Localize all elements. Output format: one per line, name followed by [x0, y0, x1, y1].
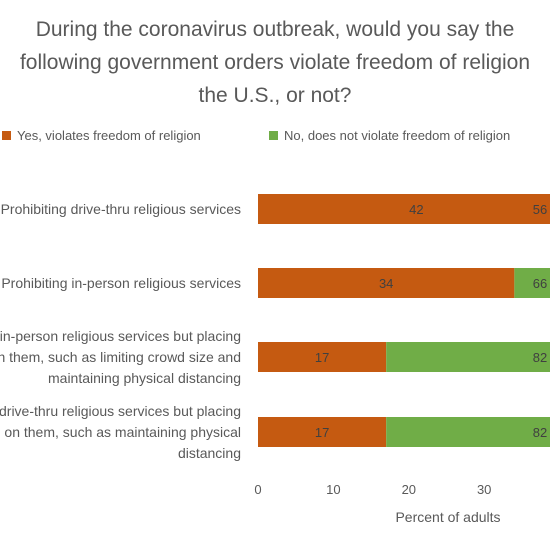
- bar-yes-4: [258, 417, 387, 447]
- x-tick-label-20: 20: [402, 482, 416, 497]
- category-label-3-line-3: maintaining physical distancing: [48, 370, 241, 386]
- bar-yes-2: [258, 268, 515, 298]
- x-axis-title: Percent of adults: [395, 509, 500, 525]
- data-label-no-2: 66: [533, 276, 547, 291]
- category-label-4-line-1: drive-thru religious services but placin…: [0, 403, 241, 419]
- data-label-no-1: 56: [533, 202, 547, 217]
- data-label-yes-2: 34: [379, 276, 393, 291]
- category-label-4-line-2: on them, such as maintaining physical: [4, 424, 241, 440]
- data-label-no-4: 82: [533, 425, 547, 440]
- chart-title-line-1: During the coronavirus outbreak, would y…: [35, 18, 515, 41]
- bar-no-4: [386, 417, 550, 447]
- chart-title-line-2: following government orders violate free…: [19, 51, 531, 74]
- bar-yes-1: [258, 194, 550, 224]
- data-label-yes-4: 17: [315, 425, 329, 440]
- bar-yes-3: [258, 342, 387, 372]
- x-tick-label-30: 30: [477, 482, 491, 497]
- x-tick-label-0: 0: [254, 482, 261, 497]
- category-label-3-line-2: on them, such as limiting crowd size and: [0, 349, 241, 365]
- category-label-1-line-1: Prohibiting drive-thru religious service…: [1, 201, 241, 217]
- category-label-4-line-3: distancing: [178, 445, 241, 461]
- x-tick-label-10: 10: [326, 482, 340, 497]
- legend-swatch-2: [269, 131, 278, 140]
- data-label-yes-1: 42: [409, 202, 423, 217]
- chart-title-line-3: the U.S., or not?: [198, 84, 352, 107]
- data-label-yes-3: 17: [315, 350, 329, 365]
- category-label-2-line-1: Prohibiting in-person religious services: [1, 275, 241, 291]
- bar-no-3: [386, 342, 550, 372]
- legend-label-1: Yes, violates freedom of religion: [17, 128, 201, 143]
- category-label-3-line-1: in-person religious services but placing: [0, 328, 241, 344]
- legend-label-2: No, does not violate freedom of religion: [284, 128, 510, 143]
- legend-swatch-1: [2, 131, 11, 140]
- data-label-no-3: 82: [533, 350, 547, 365]
- bar-no-2: [514, 268, 550, 298]
